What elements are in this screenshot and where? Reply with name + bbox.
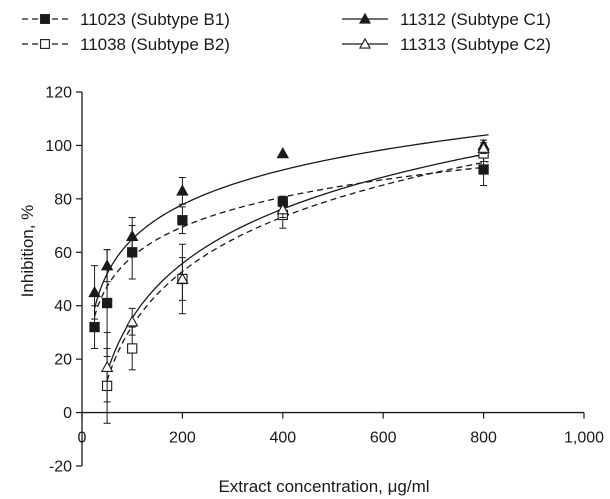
series-1 <box>89 152 489 357</box>
y-tick-label: 100 <box>45 138 72 155</box>
data-point <box>127 343 138 354</box>
fit-curve-series-3 <box>93 134 489 309</box>
y-tick-label: 60 <box>54 245 72 262</box>
legend-label: 11312 (Subtype C1) <box>400 10 551 29</box>
y-tick-label: 20 <box>54 352 72 369</box>
data-point <box>176 272 189 284</box>
legend-item-3: 11312 (Subtype C1) <box>342 10 551 29</box>
x-axis-title: Extract concentration, μg/ml <box>218 477 429 496</box>
legend-label: 11313 (Subtype C2) <box>400 35 551 54</box>
series-2 <box>101 144 489 424</box>
legend-item-4: 11313 (Subtype C2) <box>342 35 551 54</box>
data-point <box>89 321 100 333</box>
y-tick-label: 120 <box>45 85 72 102</box>
data-point <box>40 14 50 24</box>
data-point <box>477 141 490 153</box>
data-point <box>478 164 489 175</box>
legend-item-2: 11038 (Subtype B2) <box>22 35 230 54</box>
x-tick-label: 200 <box>169 430 196 447</box>
y-tick-label: -20 <box>49 459 72 476</box>
fit-curve-series-2 <box>106 160 489 381</box>
legend-item-1: 11023 (Subtype B1) <box>22 10 230 29</box>
data-point <box>125 315 139 327</box>
x-tick-label: 600 <box>370 430 397 447</box>
data-point <box>276 147 290 159</box>
fit-curve-series-4 <box>106 152 489 373</box>
y-tick-label: 0 <box>63 405 72 422</box>
series-3 <box>88 139 490 320</box>
data-point <box>101 297 113 309</box>
data-point <box>176 184 189 196</box>
data-point <box>125 229 139 242</box>
data-point <box>88 285 101 298</box>
y-axis-title: Inhibition, % <box>18 205 37 298</box>
legend-label: 11023 (Subtype B1) <box>80 10 230 29</box>
x-tick-label: 400 <box>269 430 296 447</box>
y-tick-label: 40 <box>54 298 72 315</box>
data-point <box>359 12 371 24</box>
x-tick-label: 1,000 <box>564 430 604 447</box>
y-tick-label: 80 <box>54 191 72 208</box>
data-point <box>359 37 371 49</box>
data-point <box>100 259 114 271</box>
data-point <box>100 360 114 372</box>
data-point <box>276 203 290 215</box>
x-tick-label: 0 <box>78 430 87 447</box>
series-4 <box>100 141 490 403</box>
data-point <box>40 39 50 49</box>
plot-area <box>88 134 490 424</box>
fit-curve-series-1 <box>93 166 489 317</box>
data-point <box>177 215 188 226</box>
legend-label: 11038 (Subtype B2) <box>80 35 230 54</box>
x-tick-label: 800 <box>470 430 497 447</box>
legend: 11023 (Subtype B1) 11038 (Subtype B2) 1131… <box>22 10 551 54</box>
axes: -20 0 20 40 60 80 100 120 0 200 400 600 800 1,000 <box>45 85 604 476</box>
